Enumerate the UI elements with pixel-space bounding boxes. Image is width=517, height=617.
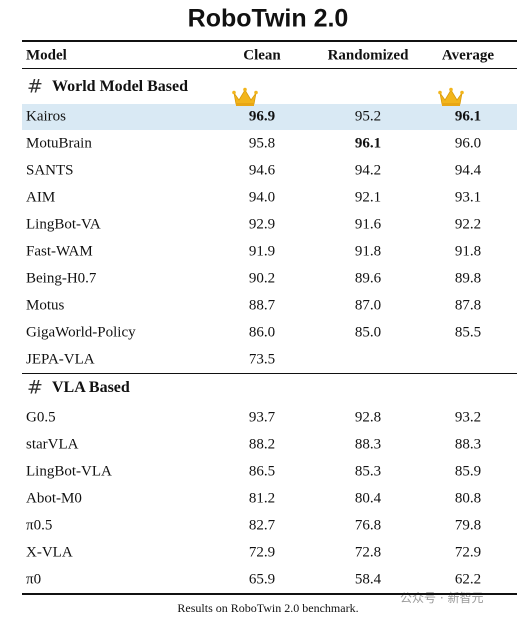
score-cell: 89.6 [354,270,382,287]
model-name: π0.5 [26,517,53,534]
model-name: SANTS [26,162,74,179]
score-cell: 87.0 [354,297,382,314]
section-rule [22,373,517,374]
row-highlight [22,104,517,130]
score-cell: 89.8 [454,270,482,287]
model-name: Fast-WAM [26,243,93,260]
score-cell: 94.0 [248,189,276,206]
score-cell: 79.8 [454,517,482,534]
score-cell: 96.0 [454,135,482,152]
score-cell: 72.8 [354,544,382,561]
header-rule [22,68,517,69]
score-cell: 65.9 [248,571,276,588]
score-cell: 85.5 [454,324,482,341]
column-header: Average [441,47,495,64]
watermark: 公众号 · 新智元 [400,591,484,605]
model-name: LingBot-VA [26,216,101,233]
score-cell: 80.8 [454,490,482,507]
score-cell: 93.7 [248,409,276,426]
score-cell: 91.8 [454,243,482,260]
score-cell: 80.4 [354,490,382,507]
score-cell: 85.3 [354,463,382,480]
model-name: Motus [26,297,65,314]
model-name: Abot-M0 [26,490,82,507]
crown-icon [438,87,464,112]
score-cell: 86.0 [248,324,276,341]
top-rule [22,40,517,42]
score-cell: 91.9 [248,243,276,260]
score-cell: 88.7 [248,297,276,314]
caption: Results on RoboTwin 2.0 benchmark. [177,601,359,615]
score-cell: 91.8 [354,243,382,260]
score-cell: 93.1 [454,189,482,206]
score-cell: 88.3 [454,436,482,453]
score-cell: 72.9 [454,544,482,561]
column-header: Clean [243,47,281,64]
model-name: G0.5 [26,409,56,426]
score-cell: 58.4 [354,571,382,588]
score-cell: 92.9 [248,216,276,233]
score-cell: 95.2 [354,108,382,125]
column-header: Model [26,47,67,64]
score-cell: 82.7 [248,517,276,534]
section-marker: # [27,75,43,98]
model-name: LingBot-VLA [26,463,112,480]
column-header: Randomized [327,47,409,64]
score-cell: 72.9 [248,544,276,561]
model-name: MotuBrain [26,135,92,152]
score-cell: 76.8 [354,517,382,534]
model-name: JEPA-VLA [26,351,95,368]
model-name: π0 [26,571,42,588]
score-cell: 95.8 [248,135,276,152]
score-cell: 94.4 [454,162,482,179]
model-name: AIM [26,189,56,206]
score-cell: 87.8 [454,297,482,314]
score-cell: 93.2 [454,409,482,426]
model-name: starVLA [26,436,79,453]
score-cell: 85.0 [354,324,382,341]
score-cell: 92.8 [354,409,382,426]
score-cell: 73.5 [248,351,276,368]
section-title: VLA Based [52,379,130,396]
bottom-rule [22,593,517,595]
score-cell: 96.1 [454,108,482,125]
crown-icon [232,87,258,112]
score-cell: 92.1 [354,189,382,206]
score-cell: 85.9 [454,463,482,480]
score-cell: 94.6 [248,162,276,179]
model-name: Kairos [26,108,66,125]
model-name: Being-H0.7 [26,270,97,287]
score-cell: 86.5 [248,463,276,480]
model-name: X-VLA [26,544,73,561]
score-cell: 88.2 [248,436,276,453]
model-name: GigaWorld-Policy [26,324,136,341]
score-cell: 96.9 [248,108,276,125]
score-cell: 91.6 [354,216,382,233]
score-cell: 92.2 [454,216,482,233]
score-cell: 96.1 [354,135,382,152]
score-cell: 90.2 [248,270,276,287]
section-title: World Model Based [52,78,189,95]
score-cell: 94.2 [354,162,382,179]
section-marker: # [27,376,43,399]
score-cell: 81.2 [248,490,276,507]
title: RoboTwin 2.0 [187,4,349,33]
score-cell: 88.3 [354,436,382,453]
score-cell: 62.2 [454,571,482,588]
